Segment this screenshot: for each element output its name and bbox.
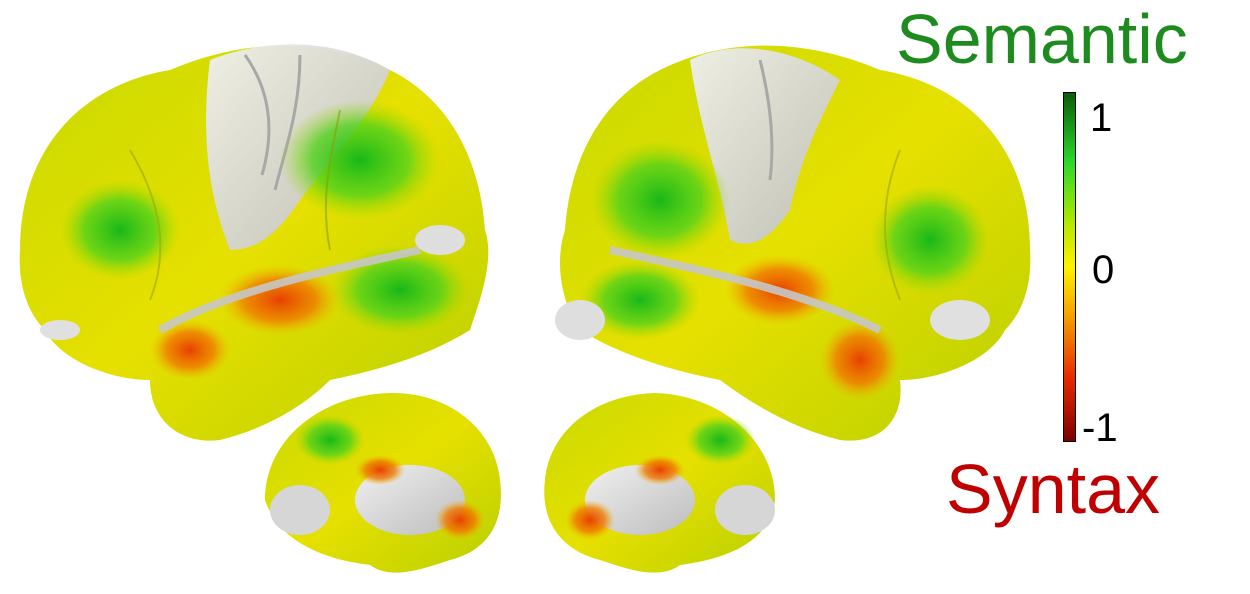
legend-title-syntax: Syntax	[946, 450, 1160, 528]
colorbar-gradient	[1062, 91, 1077, 443]
colorbar-tick-mid: 0	[1092, 248, 1115, 292]
left-medial-hemisphere	[265, 392, 501, 573]
right-lateral-hemisphere	[555, 45, 1031, 441]
legend-title-semantic: Semantic	[896, 0, 1188, 78]
colorbar-tick-max: 1	[1090, 96, 1113, 140]
colorbar-tick-min: -1	[1082, 406, 1118, 450]
left-lateral-hemisphere	[19, 44, 489, 441]
colorbar	[1062, 91, 1077, 443]
right-medial-hemisphere	[544, 393, 775, 573]
